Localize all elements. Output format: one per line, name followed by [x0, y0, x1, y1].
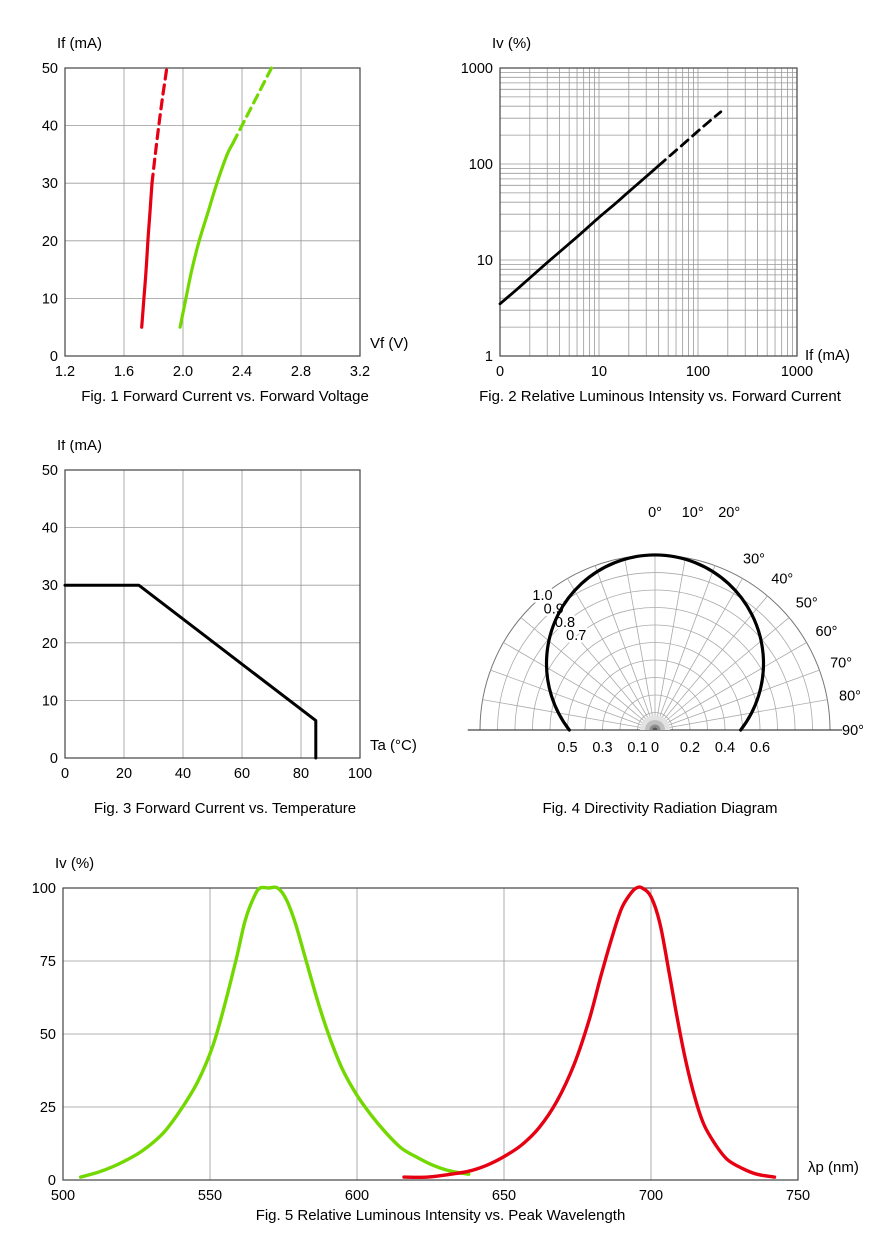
fig3-chart-canvas: 0 20 40 60 80 100 0 10 20 30 40 50 If (mA) Ta (°C) — [42, 440, 417, 782]
fig4-directivity-radiation-diagram: 1.0 0.9 0.8 0.7 0.5 0.3 0.1 0 0.2 0.4 0.6 0° 10° 20° 3… — [445, 440, 875, 817]
svg-text:1: 1 — [485, 349, 493, 365]
svg-text:0: 0 — [651, 740, 659, 756]
svg-text:0.1: 0.1 — [627, 740, 647, 756]
svg-text:10: 10 — [591, 364, 607, 380]
svg-text:If (mA): If (mA) — [57, 440, 102, 454]
svg-text:Iv (%): Iv (%) — [55, 855, 94, 872]
svg-text:20: 20 — [42, 636, 58, 652]
svg-text:0: 0 — [50, 349, 58, 365]
svg-text:2.4: 2.4 — [232, 364, 252, 380]
fig5-chart-canvas: 500 550 600 650 700 750 0 25 50 75 100 Iv (%) λp (nm… — [32, 855, 859, 1204]
fig4-caption: Fig. 4 Directivity Radiation Diagram — [542, 800, 778, 817]
svg-text:40: 40 — [42, 521, 58, 537]
svg-text:0: 0 — [496, 364, 504, 380]
fig1-chart-canvas: 1.2 1.6 2.0 2.4 2.8 3.2 0 10 20 30 40 50 If (mA) Vf (… — [42, 35, 408, 380]
svg-text:Iv (%): Iv (%) — [492, 35, 531, 52]
fig1-forward-current-vs-voltage: 1.2 1.6 2.0 2.4 2.8 3.2 0 10 20 30 40 50 If (mA) Vf (… — [10, 8, 440, 405]
svg-text:550: 550 — [198, 1188, 222, 1204]
svg-text:40: 40 — [175, 766, 191, 782]
svg-text:100: 100 — [348, 766, 372, 782]
svg-text:75: 75 — [40, 954, 56, 970]
svg-text:50: 50 — [40, 1027, 56, 1043]
svg-text:10: 10 — [477, 253, 493, 269]
svg-text:0: 0 — [61, 766, 69, 782]
svg-text:1000: 1000 — [781, 364, 813, 380]
fig2-chart-canvas: 0 10 100 1000 1 10 100 1000 Iv (%) If (mA) — [461, 35, 853, 380]
svg-text:30: 30 — [42, 176, 58, 192]
svg-text:100: 100 — [469, 157, 493, 173]
fig4-chart-canvas: 1.00.90.80.70.5 0.3 0.1 0 0.2 0.4 0.60° 10° 20°3… — [467, 505, 864, 756]
svg-text:30°: 30° — [743, 552, 765, 568]
fig1-caption: Fig. 1 Forward Current vs. Forward Volta… — [81, 388, 369, 405]
svg-text:100: 100 — [686, 364, 710, 380]
svg-text:600: 600 — [345, 1188, 369, 1204]
svg-text:40: 40 — [42, 119, 58, 135]
svg-text:1000: 1000 — [461, 61, 493, 77]
svg-text:2.0: 2.0 — [173, 364, 193, 380]
svg-text:80: 80 — [293, 766, 309, 782]
svg-text:20: 20 — [42, 234, 58, 250]
svg-text:Ta (°C): Ta (°C) — [370, 737, 417, 754]
svg-text:700: 700 — [639, 1188, 663, 1204]
svg-text:500: 500 — [51, 1188, 75, 1204]
svg-text:2.8: 2.8 — [291, 364, 311, 380]
svg-text:0.6: 0.6 — [750, 740, 770, 756]
svg-text:60°: 60° — [816, 624, 838, 640]
svg-text:0: 0 — [50, 751, 58, 767]
svg-text:40°: 40° — [771, 571, 793, 587]
fig3-forward-current-vs-temperature: 0 20 40 60 80 100 0 10 20 30 40 50 If (mA) Ta (°C) Fi… — [10, 440, 440, 817]
svg-text:30: 30 — [42, 578, 58, 594]
svg-text:10: 10 — [42, 291, 58, 307]
svg-text:50: 50 — [42, 463, 58, 479]
svg-text:750: 750 — [786, 1188, 810, 1204]
fig5-luminous-intensity-vs-wavelength: 500 550 600 650 700 750 0 25 50 75 100 Iv (%) λp (nm… — [8, 843, 873, 1224]
svg-text:25: 25 — [40, 1100, 56, 1116]
svg-text:0.5: 0.5 — [557, 740, 577, 756]
svg-text:0.2: 0.2 — [680, 740, 700, 756]
fig3-caption: Fig. 3 Forward Current vs. Temperature — [93, 800, 357, 817]
svg-text:90°: 90° — [842, 723, 864, 739]
svg-text:1.2: 1.2 — [55, 364, 75, 380]
svg-text:0.4: 0.4 — [715, 740, 735, 756]
fig2-luminous-intensity-vs-current: 0 10 100 1000 1 10 100 1000 Iv (%) If (mA) Fig. 2… — [445, 8, 875, 405]
svg-text:10°: 10° — [682, 505, 704, 521]
svg-text:0°: 0° — [648, 505, 662, 521]
svg-text:80°: 80° — [839, 689, 861, 705]
fig2-caption: Fig. 2 Relative Luminous Intensity vs. F… — [479, 388, 841, 405]
svg-text:3.2: 3.2 — [350, 364, 370, 380]
svg-text:0.3: 0.3 — [592, 740, 612, 756]
fig5-caption: Fig. 5 Relative Luminous Intensity vs. P… — [255, 1207, 626, 1224]
svg-text:If (mA): If (mA) — [805, 347, 850, 364]
svg-text:20°: 20° — [718, 505, 740, 521]
svg-text:10: 10 — [42, 693, 58, 709]
svg-text:50: 50 — [42, 61, 58, 77]
svg-text:λp (nm): λp (nm) — [808, 1159, 859, 1176]
svg-text:0.7: 0.7 — [566, 628, 586, 644]
svg-text:100: 100 — [32, 881, 56, 897]
svg-text:1.0: 1.0 — [532, 588, 552, 604]
svg-text:0.8: 0.8 — [555, 615, 575, 631]
svg-text:650: 650 — [492, 1188, 516, 1204]
svg-text:1.6: 1.6 — [114, 364, 134, 380]
svg-text:50°: 50° — [796, 596, 818, 612]
svg-text:Vf (V): Vf (V) — [370, 335, 408, 352]
svg-text:If (mA): If (mA) — [57, 35, 102, 52]
svg-text:70°: 70° — [830, 655, 852, 671]
svg-text:20: 20 — [116, 766, 132, 782]
svg-text:60: 60 — [234, 766, 250, 782]
svg-text:0: 0 — [48, 1173, 56, 1189]
